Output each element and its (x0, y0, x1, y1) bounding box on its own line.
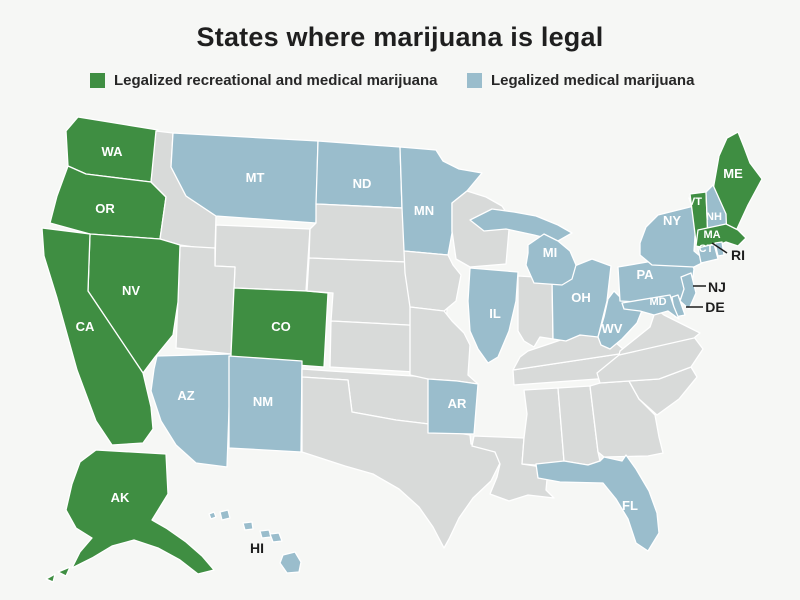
state-label-NH: NH (706, 211, 722, 223)
state-AR (427, 378, 479, 435)
state-HI (208, 509, 302, 574)
state-label-AK: AK (111, 490, 130, 505)
callout-label-DE: DE (705, 299, 724, 315)
state-NJ (679, 272, 697, 310)
state-FL (535, 454, 660, 552)
state-label-MI: MI (543, 245, 557, 260)
state-NC (596, 336, 704, 384)
state-MD (621, 294, 680, 320)
state-IA (403, 250, 462, 312)
legend-swatch-medical-icon (467, 73, 482, 88)
state-AZ (150, 353, 232, 468)
state-label-CT: CT (699, 243, 714, 255)
state-label-ND: ND (353, 176, 372, 191)
state-label-IL: IL (489, 306, 501, 321)
adjacent-label-HI: HI (250, 540, 264, 556)
state-IL (467, 267, 519, 364)
state-CA (41, 227, 154, 446)
state-label-MN: MN (414, 203, 434, 218)
state-TX (301, 376, 501, 549)
legend-item-medical: Legalized medical marijuana (467, 72, 694, 89)
state-label-VT: VT (688, 196, 702, 208)
callout-label-RI: RI (731, 247, 745, 263)
state-label-WV: WV (602, 321, 623, 336)
state-VA (618, 308, 701, 356)
state-SD (308, 203, 410, 263)
callout-line-RI (711, 242, 728, 254)
state-RI (714, 241, 725, 257)
state-label-ME: ME (723, 166, 743, 181)
state-label-CA: CA (76, 319, 95, 334)
state-label-NV: NV (122, 283, 140, 298)
legend-item-recreational-medical: Legalized recreational and medical marij… (90, 72, 437, 89)
legend-swatch-recreational-medical-icon (90, 73, 105, 88)
state-label-WA: WA (102, 144, 124, 159)
state-label-MA: MA (703, 229, 720, 241)
state-label-PA: PA (636, 267, 654, 282)
state-label-CO: CO (271, 319, 291, 334)
state-MI (469, 208, 577, 286)
state-CT (697, 243, 719, 264)
state-label-FL: FL (622, 498, 638, 513)
legend-label-medical: Legalized medical marijuana (491, 72, 695, 89)
state-label-OR: OR (95, 201, 115, 216)
state-UT (175, 245, 236, 355)
state-NM (228, 355, 303, 453)
state-label-MD: MD (649, 296, 666, 308)
page-title: States where marijuana is legal (196, 22, 604, 52)
state-label-MT: MT (246, 170, 265, 185)
state-AK (45, 449, 215, 583)
state-IN (517, 275, 554, 348)
state-label-NM: NM (253, 394, 273, 409)
state-ND (315, 140, 403, 209)
state-label-AZ: AZ (177, 388, 194, 403)
state-label-NY: NY (663, 213, 681, 228)
legend-label-recreational-medical: Legalized recreational and medical marij… (114, 72, 438, 89)
state-MO (409, 306, 479, 385)
state-label-AR: AR (448, 396, 467, 411)
callout-label-NJ: NJ (708, 279, 726, 295)
state-MS (521, 387, 565, 467)
state-label-OH: OH (571, 290, 591, 305)
